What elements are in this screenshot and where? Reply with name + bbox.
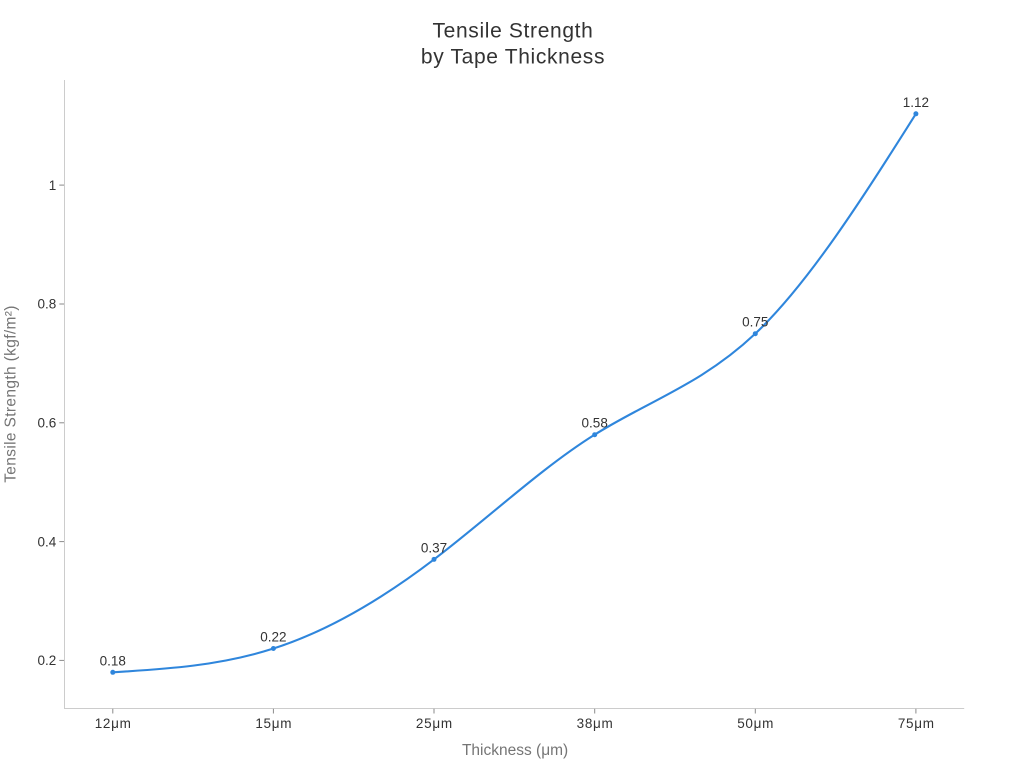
- svg-text:Tensile Strength: Tensile Strength: [433, 20, 594, 43]
- svg-text:by Tape Thickness: by Tape Thickness: [421, 46, 605, 69]
- svg-text:50μm: 50μm: [737, 716, 774, 731]
- svg-text:38μm: 38μm: [577, 716, 614, 731]
- svg-text:75μm: 75μm: [898, 716, 935, 731]
- svg-text:1.12: 1.12: [903, 95, 929, 110]
- svg-text:0.4: 0.4: [38, 534, 57, 549]
- svg-text:25μm: 25μm: [416, 716, 453, 731]
- svg-text:0.8: 0.8: [38, 297, 57, 312]
- svg-text:0.58: 0.58: [582, 416, 608, 431]
- svg-text:0.37: 0.37: [421, 540, 447, 555]
- svg-text:0.6: 0.6: [38, 416, 57, 431]
- svg-text:0.75: 0.75: [742, 315, 768, 330]
- svg-text:Tensile Strength (kgf/m²): Tensile Strength (kgf/m²): [3, 305, 20, 483]
- svg-text:0.18: 0.18: [100, 653, 126, 668]
- svg-text:0.22: 0.22: [260, 630, 286, 645]
- svg-text:Thickness (μm): Thickness (μm): [462, 742, 568, 759]
- svg-text:1: 1: [49, 178, 57, 193]
- svg-text:15μm: 15μm: [255, 716, 292, 731]
- svg-text:0.2: 0.2: [38, 653, 57, 668]
- svg-text:12μm: 12μm: [95, 716, 132, 731]
